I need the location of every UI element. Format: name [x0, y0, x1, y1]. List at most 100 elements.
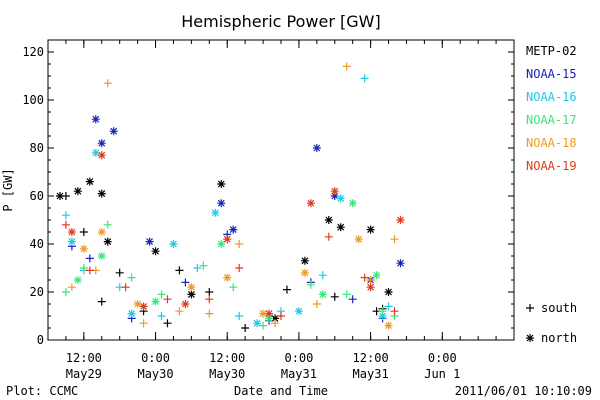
legend-marker-label: north: [541, 331, 577, 345]
legend-marker-south: [526, 304, 534, 312]
point-north: [336, 194, 345, 203]
plot-frame: [47, 39, 515, 341]
point-south: [235, 312, 244, 320]
x-tick-label-time: 12:00: [209, 351, 245, 365]
point-north: [294, 307, 303, 316]
point-south: [61, 220, 70, 229]
point-south: [348, 295, 357, 304]
point-north: [97, 151, 106, 160]
point-south: [175, 266, 184, 275]
point-north: [259, 309, 268, 318]
footer-plot-credit: Plot: CCMC: [6, 384, 78, 398]
series-noaa-15: [67, 115, 405, 325]
x-tick-label-date: May29: [66, 367, 102, 381]
point-north: [223, 273, 232, 282]
point-south: [61, 211, 70, 220]
point-north: [97, 252, 106, 260]
point-south: [127, 273, 136, 282]
y-axis-label: P [GW]: [1, 168, 15, 211]
point-south: [259, 321, 268, 330]
point-north: [73, 187, 82, 196]
point-north: [151, 247, 160, 256]
point-south: [205, 295, 214, 304]
point-north: [97, 189, 106, 198]
point-south: [115, 268, 124, 277]
point-south: [390, 235, 399, 244]
y-tick-label: 40: [30, 237, 44, 251]
y-axis: 0 20 40 60 80 100 120: [22, 45, 514, 347]
point-south: [342, 62, 351, 71]
point-north: [348, 199, 357, 208]
x-tick-label-time: 0:00: [428, 351, 457, 365]
legend-marker-north: [526, 334, 534, 342]
point-south: [277, 312, 285, 320]
legend-entry: NOAA-17: [526, 113, 577, 127]
point-north: [103, 237, 112, 246]
point-south: [282, 285, 291, 294]
point-south: [324, 232, 333, 241]
point-north: [384, 288, 393, 296]
x-axis: 12:00 May29 0:00 May30 12:00 May30 0:00 May31 12…: [65, 40, 497, 381]
point-south: [175, 307, 184, 316]
y-tick-label: 100: [22, 93, 44, 107]
point-south: [193, 264, 202, 272]
legend-entry: NOAA-19: [526, 159, 577, 173]
point-south: [384, 302, 393, 311]
point-north: [91, 115, 100, 124]
chart-title: Hemispheric Power [GW]: [181, 12, 380, 31]
point-south: [378, 307, 387, 316]
point-south: [103, 220, 112, 229]
point-south: [97, 297, 106, 306]
x-tick-label-date: May31: [281, 367, 317, 381]
point-north: [318, 290, 327, 299]
point-south: [241, 324, 250, 332]
point-north: [330, 187, 339, 196]
x-tick-label-time: 0:00: [284, 351, 313, 365]
point-south: [205, 309, 214, 318]
point-north: [372, 271, 381, 280]
point-south: [235, 264, 244, 272]
point-north: [384, 321, 393, 330]
point-north: [91, 148, 100, 157]
point-north: [312, 144, 321, 152]
point-south: [366, 276, 375, 284]
point-south: [67, 283, 76, 292]
point-north: [336, 223, 345, 232]
point-north: [306, 199, 315, 208]
y-tick-label: 60: [30, 189, 44, 203]
point-south: [61, 288, 70, 296]
point-south: [229, 283, 238, 292]
legend-entry: NOAA-16: [526, 90, 577, 104]
point-north: [300, 268, 309, 277]
point-north: [271, 314, 280, 323]
legend: METP-02 NOAA-15 NOAA-16 NOAA-17 NOAA-18 NOAA-…: [526, 44, 577, 345]
point-north: [253, 319, 262, 328]
point-south: [181, 278, 190, 287]
footer-timestamp: 2011/06/01 10:10:09: [455, 384, 592, 398]
point-south: [85, 254, 94, 263]
point-south: [157, 290, 166, 299]
point-north: [217, 199, 226, 208]
x-tick-label-date: May30: [137, 367, 173, 381]
point-south: [157, 312, 166, 320]
point-north: [187, 283, 196, 292]
y-tick-label: 0: [37, 333, 44, 347]
point-north: [169, 240, 178, 248]
x-axis-label: Date and Time: [234, 384, 328, 398]
point-north: [73, 276, 82, 284]
x-tick-label-date: Jun 1: [424, 367, 460, 381]
point-south: [199, 261, 208, 270]
series-noaa-19: [61, 151, 405, 320]
point-north: [396, 259, 405, 268]
point-south: [79, 228, 88, 236]
point-south: [79, 264, 88, 272]
point-north: [187, 290, 196, 299]
x-tick-label-date: May30: [209, 367, 245, 381]
series-noaa-18: [67, 62, 399, 330]
point-north: [330, 192, 339, 200]
series-noaa-17: [61, 199, 399, 330]
point-south: [360, 273, 369, 282]
point-north: [265, 309, 274, 318]
y-tick-label: 20: [30, 285, 44, 299]
